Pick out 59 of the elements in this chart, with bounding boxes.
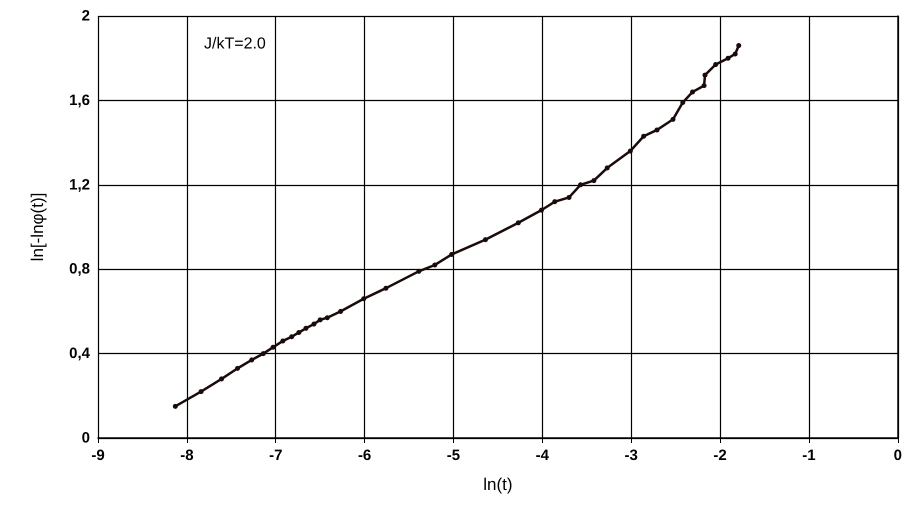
y-tick-label: 0 (82, 430, 90, 446)
x-tick-label: -3 (624, 447, 638, 464)
point (690, 89, 696, 94)
point (641, 134, 646, 139)
point (604, 165, 610, 170)
point (324, 315, 330, 320)
point (702, 83, 707, 88)
point (713, 62, 718, 68)
point (219, 376, 224, 382)
x-tick-label: -4 (536, 447, 550, 464)
point (303, 326, 308, 331)
y-tick-label: 1,6 (69, 92, 90, 109)
y-axis-title: ln[-lnφ(t)] (28, 192, 47, 262)
x-tick-label: -8 (180, 447, 194, 464)
point (338, 308, 344, 314)
point (172, 404, 178, 409)
point (432, 262, 438, 268)
point (280, 338, 286, 344)
y-tick-label: 1,2 (69, 176, 90, 194)
x-tick-label: -9 (91, 447, 105, 464)
y-tick-label: 2 (82, 8, 90, 24)
x-tick-label: -5 (446, 447, 460, 464)
point (670, 116, 676, 122)
point (628, 148, 633, 154)
point (654, 127, 660, 132)
point (449, 252, 454, 257)
point (260, 351, 266, 356)
point (566, 194, 572, 200)
x-tick-label: 0 (894, 447, 902, 464)
point (296, 330, 302, 335)
point (416, 268, 422, 274)
point (552, 199, 558, 204)
point (318, 317, 323, 322)
point (249, 357, 254, 362)
point (235, 366, 240, 371)
x-axis-title: ln(t) (483, 475, 513, 494)
y-tick-label: 0,4 (69, 345, 91, 362)
point (578, 182, 584, 188)
point (270, 344, 276, 350)
point (732, 51, 738, 56)
y-tick-label: 0,8 (69, 260, 90, 278)
point (591, 178, 596, 184)
point (311, 322, 316, 327)
point (516, 220, 521, 226)
point (726, 56, 731, 61)
point (361, 296, 366, 302)
point (289, 334, 294, 340)
x-tick-label: -1 (802, 447, 816, 464)
x-tick-label: -7 (269, 447, 282, 464)
x-tick-label: -2 (713, 447, 727, 464)
point (736, 43, 742, 48)
annotation: J/kT=2.0 (204, 36, 266, 52)
point (482, 237, 488, 242)
point (702, 72, 708, 78)
point (680, 100, 686, 106)
point (198, 389, 204, 394)
x-tick-label: -6 (358, 447, 372, 464)
point (383, 286, 388, 291)
point (538, 208, 544, 213)
